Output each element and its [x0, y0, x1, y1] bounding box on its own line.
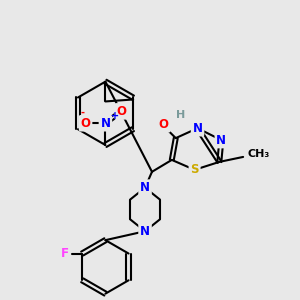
Text: O: O [116, 105, 126, 118]
Text: N: N [216, 134, 226, 147]
Text: O: O [81, 117, 91, 130]
Text: N: N [140, 181, 150, 194]
Text: N: N [140, 225, 150, 238]
Text: H: H [176, 110, 185, 120]
Text: N: N [100, 117, 110, 130]
Text: CH₃: CH₃ [247, 149, 269, 159]
Text: N: N [193, 122, 202, 135]
Text: -: - [81, 107, 85, 117]
Text: S: S [190, 163, 199, 176]
Text: +: + [111, 111, 119, 121]
Text: F: F [60, 247, 68, 260]
Text: O: O [159, 118, 169, 131]
